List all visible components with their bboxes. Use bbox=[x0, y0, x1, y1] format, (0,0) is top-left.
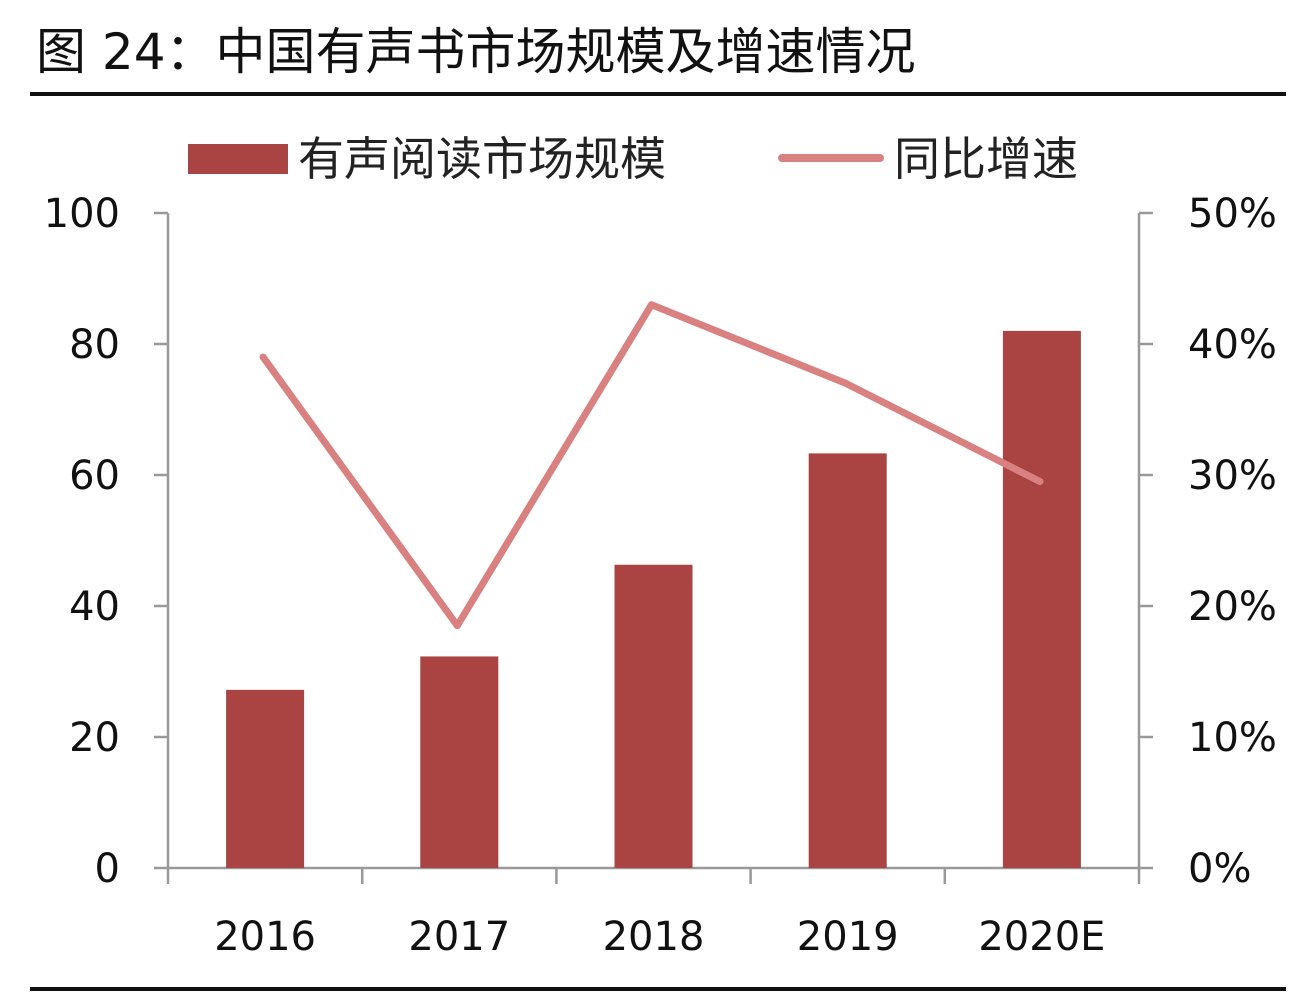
figure-title: 图 24：中国有声书市场规模及增速情况 bbox=[36, 23, 916, 81]
growth-point-2016 bbox=[259, 353, 267, 361]
left-y-tick-label: 20 bbox=[69, 715, 120, 761]
bar-2017 bbox=[420, 656, 499, 868]
left-y-tick-label: 0 bbox=[95, 846, 120, 892]
tick-labels: 0 20 40 60 80 100 0% 10% 20% 30% 40% 50% 2016 2017 201… bbox=[44, 191, 1277, 960]
growth-point-2019 bbox=[842, 379, 850, 387]
right-y-tick-label: 10% bbox=[1188, 715, 1277, 761]
left-y-tick-label: 40 bbox=[69, 584, 120, 630]
x-axis-category-label: 2020E bbox=[978, 914, 1105, 960]
bars bbox=[226, 330, 1081, 868]
left-y-tick-label: 80 bbox=[69, 322, 120, 368]
bar-2019 bbox=[808, 453, 887, 868]
growth-point-2017 bbox=[453, 622, 461, 630]
bar-2020E bbox=[1002, 330, 1081, 868]
right-y-tick-label: 50% bbox=[1188, 191, 1277, 237]
legend-line-label: 同比增速 bbox=[894, 132, 1078, 186]
x-axis-category-label: 2017 bbox=[408, 914, 510, 960]
growth-point-2020E bbox=[1036, 478, 1044, 486]
x-axis-category-label: 2019 bbox=[797, 914, 899, 960]
growth-point-2018 bbox=[648, 301, 655, 309]
left-y-tick-label: 60 bbox=[69, 453, 120, 499]
bar-2018 bbox=[614, 564, 693, 868]
left-y-tick-label: 100 bbox=[44, 191, 120, 237]
x-axis-category-label: 2018 bbox=[603, 914, 705, 960]
right-y-tick-label: 0% bbox=[1188, 846, 1251, 892]
right-y-tick-label: 20% bbox=[1188, 584, 1277, 630]
growth-line-series bbox=[259, 301, 1044, 630]
bottom-rule bbox=[30, 987, 1286, 991]
legend-bar-swatch bbox=[188, 144, 288, 174]
legend: 有声阅读市场规模 同比增速 bbox=[188, 132, 1078, 186]
bar-2016 bbox=[226, 689, 305, 868]
right-y-tick-label: 30% bbox=[1188, 453, 1277, 499]
x-axis-category-label: 2016 bbox=[214, 914, 316, 960]
top-rule bbox=[30, 92, 1286, 96]
axes bbox=[154, 211, 1153, 884]
legend-bar-label: 有声阅读市场规模 bbox=[298, 132, 666, 186]
right-y-tick-label: 40% bbox=[1188, 322, 1277, 368]
